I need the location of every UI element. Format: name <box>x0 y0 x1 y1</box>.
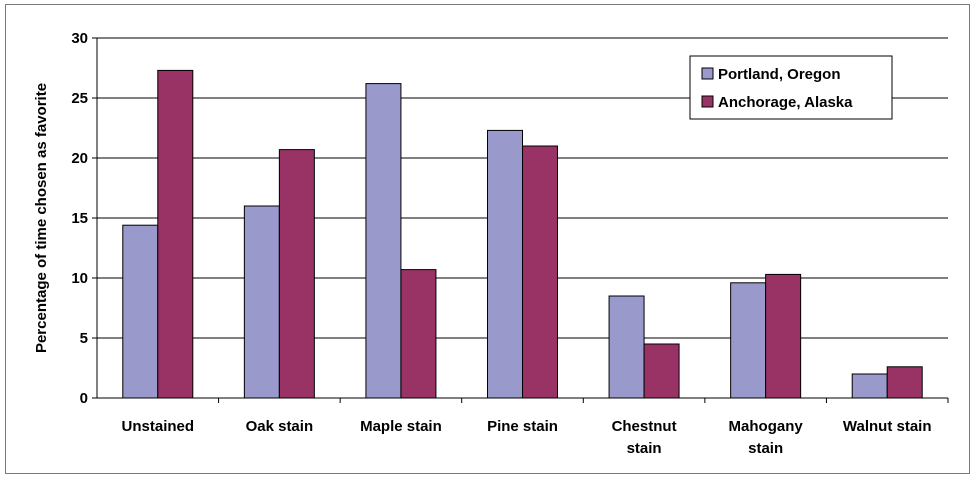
x-category-label: Unstained <box>122 418 195 435</box>
bar-anchorage <box>522 145 558 399</box>
legend-label-anchorage: Anchorage, Alaska <box>718 94 853 111</box>
x-category-label: Maple stain <box>360 418 442 435</box>
legend: Portland, Oregon Anchorage, Alaska <box>689 55 893 120</box>
x-category-label: Mahogany stain <box>729 418 804 457</box>
y-axis-label: Percentage of time chosen as favorite <box>33 83 50 353</box>
bar-anchorage <box>278 149 315 399</box>
bar-anchorage <box>886 366 923 399</box>
bar-anchorage <box>643 343 680 399</box>
y-tick-label: 25 <box>71 90 88 107</box>
bars <box>122 69 923 399</box>
y-tick-label: 20 <box>71 150 88 167</box>
axes <box>92 37 949 403</box>
bar-portland <box>851 373 888 399</box>
legend-box <box>689 55 893 120</box>
bar-portland <box>608 295 645 399</box>
bar-portland <box>487 129 523 399</box>
legend-label-portland: Portland, Oregon <box>718 66 841 83</box>
bar-anchorage <box>157 69 194 399</box>
bar-portland <box>730 282 767 399</box>
x-category-label: Chestnut stain <box>612 418 677 457</box>
x-category-label: Oak stain <box>246 418 314 435</box>
y-tick-label: 15 <box>71 210 88 227</box>
y-tick-label: 0 <box>80 390 88 407</box>
bar-anchorage <box>765 273 802 399</box>
y-tick-label: 30 <box>71 30 88 47</box>
x-category-label: Pine stain <box>487 418 558 435</box>
gridlines <box>97 37 948 339</box>
bar-portland <box>365 83 402 399</box>
x-category-labels: Unstained Oak stain Maple stain Pine stain C… <box>122 418 932 457</box>
y-tick-label: 10 <box>71 270 88 287</box>
y-tick-label: 5 <box>80 330 88 347</box>
legend-swatch-anchorage <box>701 95 714 108</box>
y-tick-labels: 0 5 10 15 20 25 30 <box>71 30 88 407</box>
legend-swatch-portland <box>701 67 714 80</box>
bar-anchorage <box>400 269 437 399</box>
bar-portland <box>122 224 159 399</box>
x-category-label: Walnut stain <box>843 418 932 435</box>
bar-portland <box>243 205 280 399</box>
